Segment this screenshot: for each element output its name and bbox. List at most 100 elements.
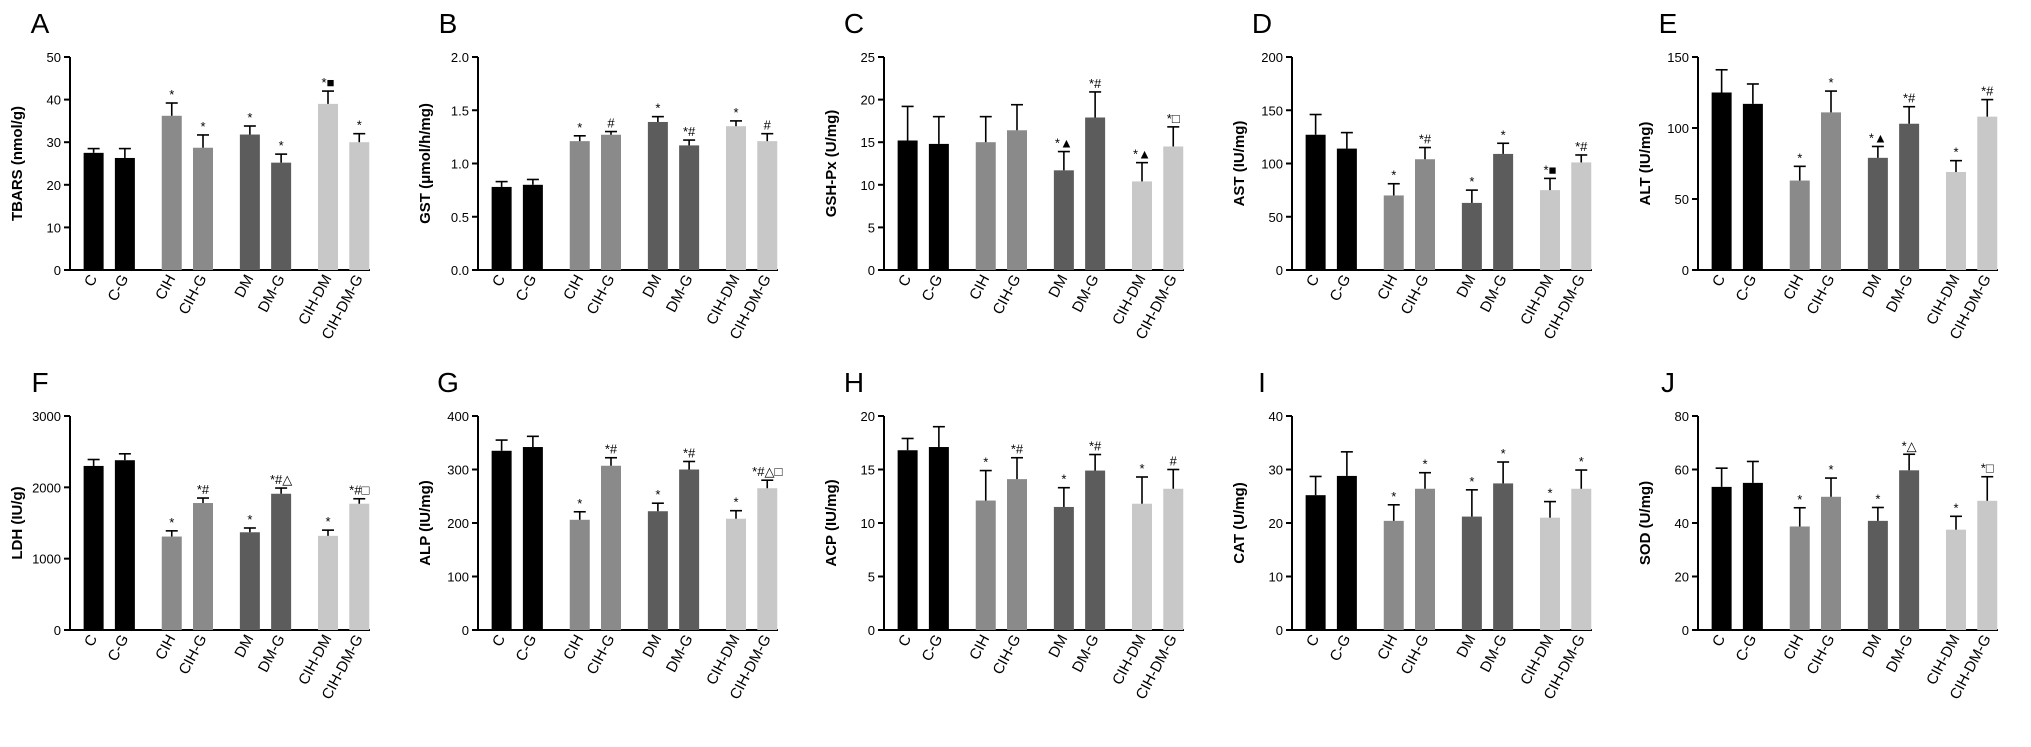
panel-h-annotation: *# <box>1011 442 1024 457</box>
panel-f-annotation: * <box>169 515 174 530</box>
panel-j-bar-dm <box>1867 520 1888 630</box>
panel-e: E ALT (IU/mg) 0 50 100 150 C C-G * CIH * CIH-G *▲ DM *… <box>1637 8 1998 342</box>
panel-g-ytick-label: 100 <box>447 570 469 585</box>
panel-f-ytick-label: 3000 <box>32 409 61 424</box>
panel-c-xtick-label: CIH <box>966 272 993 303</box>
panel-b-bar-c <box>491 186 512 270</box>
panel-g-xtick-label: C-G <box>512 632 540 664</box>
panel-c-annotation: *▲ <box>1055 136 1073 151</box>
panel-e-xtick-label: C <box>1709 272 1729 290</box>
panel-h-annotation: # <box>1170 454 1178 469</box>
panel-j-ytick-label: 0 <box>1682 623 1689 638</box>
panel-i-annotation: * <box>1547 486 1552 501</box>
panel-g-ytick-label: 300 <box>447 463 469 478</box>
panel-j-bar-cih-dm-g <box>1977 500 1998 630</box>
panel-e-xtick-label: DM-G <box>1883 272 1917 315</box>
panel-j-annotation: * <box>1797 492 1802 507</box>
panel-g-ytick-label: 400 <box>447 409 469 424</box>
panel-d-ytick-label: 150 <box>1261 103 1283 118</box>
panel-a-xtick-label: C-G <box>104 272 132 304</box>
panel-c-bar-dm-g <box>1085 117 1106 270</box>
panel-i-xtick-label: CIH <box>1374 632 1401 663</box>
panel-h-bar-dm <box>1053 506 1074 630</box>
panel-i-letter: I <box>1258 367 1266 398</box>
panel-a-ytick-label: 20 <box>47 178 61 193</box>
panel-a-bar-cih-g <box>193 147 213 270</box>
panel-c-xtick-label: DM-G <box>1069 272 1103 315</box>
panel-d-bar-cih <box>1383 195 1404 270</box>
panel-g-xtick-label: DM <box>639 632 665 661</box>
panel-g-xtick-label: C <box>489 632 509 650</box>
panel-f-annotation: * <box>325 514 330 529</box>
panel-f-xtick-label: CIH <box>152 632 179 663</box>
panel-c-annotation: *▲ <box>1133 147 1151 162</box>
panel-j-xtick-label: DM-G <box>1883 632 1917 675</box>
panel-a-bar-dm <box>239 134 260 270</box>
panel-g-xtick-label: DM-G <box>663 632 697 675</box>
panel-a-bar-cih <box>161 115 182 271</box>
panel-h-letter: H <box>844 367 864 398</box>
panel-i-bar-cih-dm-g <box>1571 488 1592 630</box>
panel-f-bar-cih <box>161 536 182 630</box>
panel-a-letter: A <box>31 8 50 39</box>
panel-b: B GST (μmol/h/mg) 0.0 0.5 1.0 1.5 2.0 C C-G * CIH #… <box>417 8 778 342</box>
panel-c-ytick-label: 25 <box>861 50 875 65</box>
panel-f-xtick-label: DM-G <box>255 632 289 675</box>
panel-d-ytick-label: 0 <box>1276 263 1283 278</box>
panel-c-ytick-label: 20 <box>861 93 875 108</box>
panel-b-xtick-label: DM-G <box>663 272 697 315</box>
panel-c-ytick-label: 0 <box>868 263 875 278</box>
panel-g-bar-cih-dm <box>726 518 746 630</box>
panel-b-xtick-label: C-G <box>512 272 540 304</box>
panel-b-annotation: * <box>655 101 660 116</box>
panel-b-bar-cih <box>569 141 590 270</box>
panel-h-xtick-label: C-G <box>918 632 946 664</box>
panel-b-annotation: # <box>607 116 615 131</box>
panel-a-ytick-label: 0 <box>54 263 61 278</box>
panel-a-annotation: * <box>357 118 362 133</box>
panel-j-bar-c <box>1711 486 1732 630</box>
panel-b-xtick-label: CIH <box>560 272 587 303</box>
panel-g-xtick-label: CIH-G <box>584 632 619 678</box>
panel-d-xtick-label: CIH-G <box>1398 272 1433 318</box>
panel-e-ytick-label: 50 <box>1675 192 1689 207</box>
panel-d-xtick-label: C <box>1303 272 1323 290</box>
panel-j-annotation: * <box>1953 500 1958 515</box>
panel-b-ytick-label: 1.5 <box>451 103 469 118</box>
panel-e-bar-c-g <box>1742 103 1763 270</box>
panel-f-bar-cih-dm <box>318 535 338 630</box>
panel-g: G ALP (IU/mg) 0 100 200 300 400 C C-G * CIH *# CIH-G… <box>417 367 782 702</box>
panel-i-bar-dm-g <box>1493 483 1514 630</box>
panel-b-bar-dm <box>647 121 668 270</box>
panel-h-annotation: * <box>1139 461 1144 476</box>
panel-h-bar-cih-dm <box>1132 503 1152 630</box>
panel-g-annotation: * <box>655 487 660 502</box>
panel-h-ytick-label: 15 <box>861 463 875 478</box>
panel-b-xtick-label: CIH-G <box>584 272 619 318</box>
panel-f-ytick-label: 2000 <box>32 480 61 495</box>
panel-f-ytick-label: 0 <box>54 623 61 638</box>
panel-f-bar-dm <box>239 532 260 630</box>
panel-e-letter: E <box>1659 8 1678 39</box>
panel-i-bar-dm <box>1461 516 1482 630</box>
panel-j-bar-dm-g <box>1899 470 1920 630</box>
panel-f-bar-c <box>83 465 104 630</box>
panel-e-ytick-label: 0 <box>1682 263 1689 278</box>
panel-j-ytick-label: 60 <box>1675 463 1689 478</box>
panel-h-ytick-label: 5 <box>868 570 875 585</box>
panel-g-xtick-label: CIH <box>560 632 587 663</box>
panel-b-xtick-label: C <box>489 272 509 290</box>
panel-i-ytick-label: 30 <box>1269 463 1283 478</box>
panel-a-ytick-label: 50 <box>47 50 61 65</box>
panel-h-xtick-label: DM-G <box>1069 632 1103 675</box>
panel-g-bar-cih-g <box>601 465 621 630</box>
panel-d-bar-c-g <box>1336 148 1357 270</box>
panel-h-bar-cih-dm-g <box>1163 488 1184 630</box>
panel-c-bar-cih-g <box>1007 130 1027 270</box>
panel-g-bar-c <box>491 450 512 630</box>
panel-c-xtick-label: C <box>895 272 915 290</box>
panel-d-bar-c <box>1305 134 1326 270</box>
panel-j-letter: J <box>1661 367 1675 398</box>
panel-e-bar-dm-g <box>1899 123 1920 271</box>
